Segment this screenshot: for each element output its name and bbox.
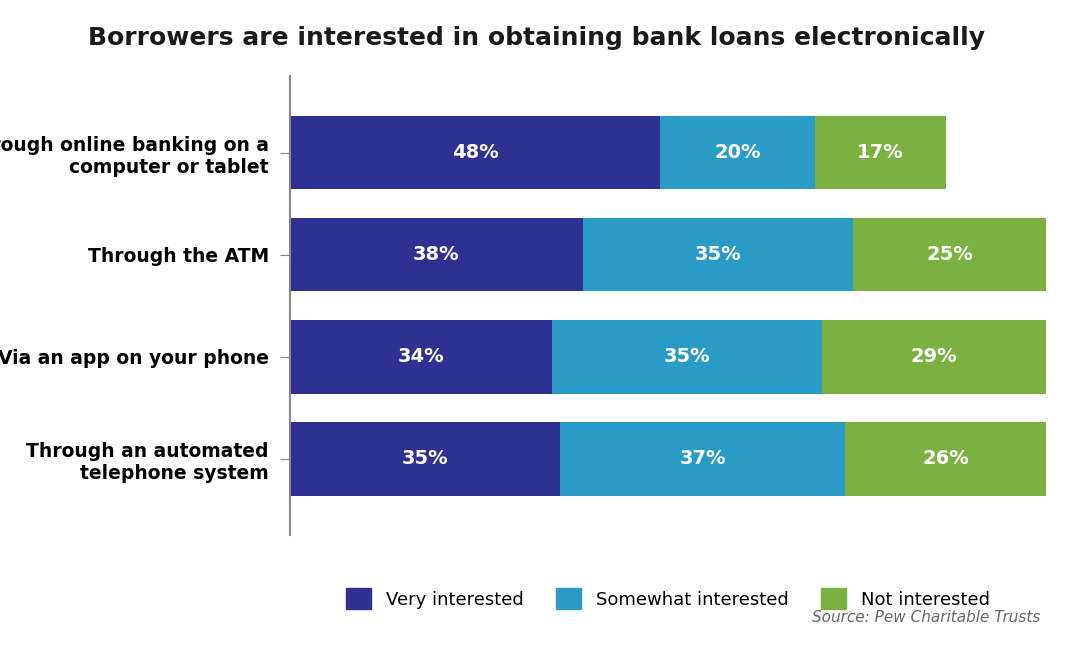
Text: Source: Pew Charitable Trusts: Source: Pew Charitable Trusts: [812, 609, 1041, 625]
Text: 20%: 20%: [715, 143, 761, 162]
Legend: Very interested, Somewhat interested, Not interested: Very interested, Somewhat interested, No…: [337, 579, 999, 618]
Text: 38%: 38%: [413, 245, 459, 264]
Text: 48%: 48%: [452, 143, 498, 162]
Text: 37%: 37%: [679, 449, 726, 469]
Text: 35%: 35%: [401, 449, 449, 469]
Bar: [853, 218, 1046, 292]
Text: 25%: 25%: [926, 245, 973, 264]
Bar: [822, 320, 1046, 393]
Text: 29%: 29%: [911, 347, 957, 366]
Bar: [846, 422, 1046, 496]
Bar: [553, 320, 822, 393]
Bar: [814, 116, 945, 189]
Bar: [290, 116, 660, 189]
Text: 34%: 34%: [398, 347, 444, 366]
Bar: [290, 218, 583, 292]
Text: 26%: 26%: [923, 449, 969, 469]
Bar: [290, 320, 553, 393]
Text: 17%: 17%: [857, 143, 903, 162]
Bar: [660, 116, 814, 189]
Bar: [560, 422, 846, 496]
Text: Borrowers are interested in obtaining bank loans electronically: Borrowers are interested in obtaining ba…: [88, 26, 985, 50]
Bar: [290, 422, 560, 496]
Text: 35%: 35%: [695, 245, 741, 264]
Text: 35%: 35%: [664, 347, 710, 366]
Bar: [583, 218, 853, 292]
